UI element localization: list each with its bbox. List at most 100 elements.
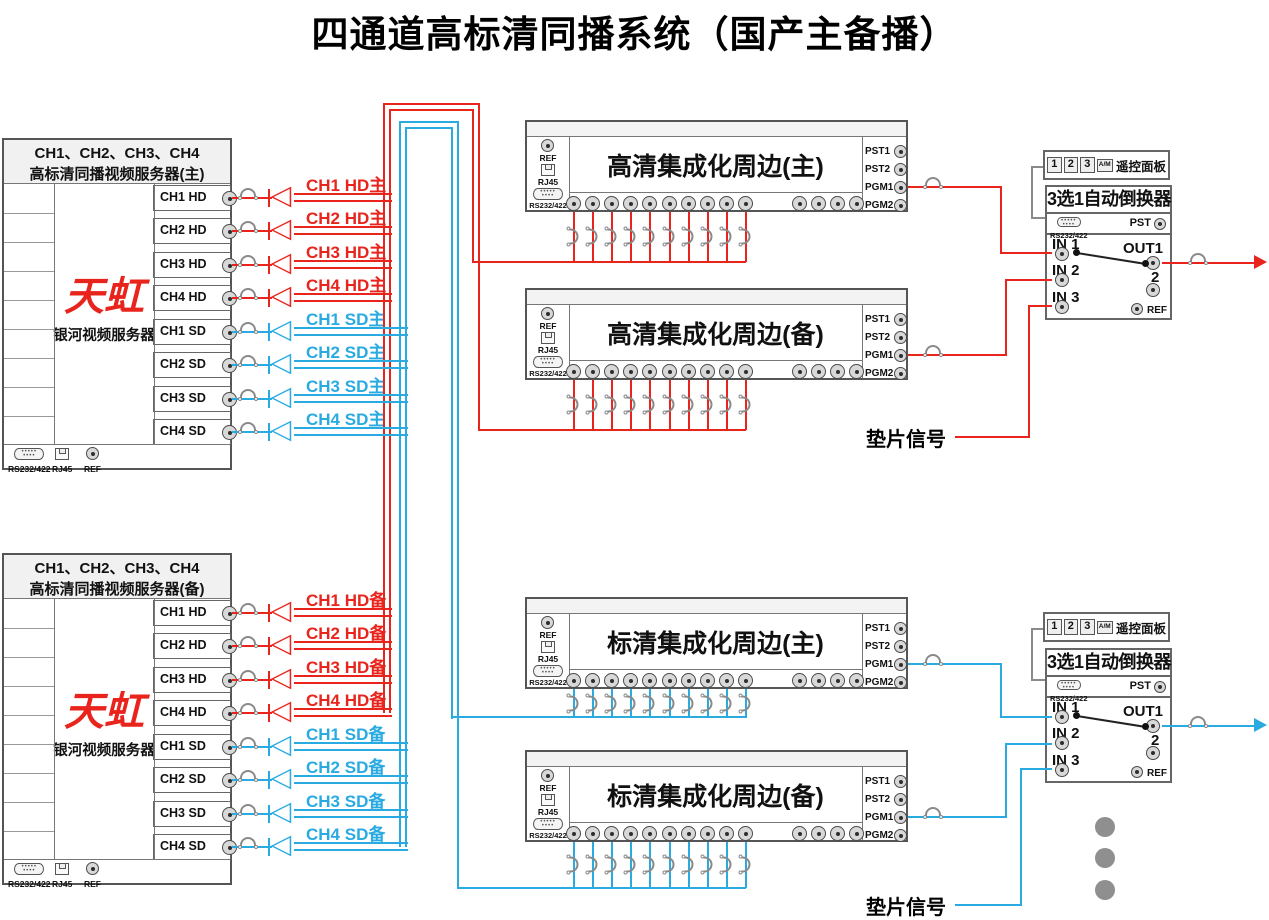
distribution-amp-icon: ◁ <box>270 628 292 658</box>
port-ch3-sd: CH3 SD <box>153 801 237 827</box>
bnc-connector-icon <box>894 793 907 806</box>
remote-button-1[interactable]: 1 <box>1047 157 1062 173</box>
peripheral-top-strip <box>527 752 906 767</box>
ethernet-label: RJ45 <box>52 464 73 474</box>
signal-label: CH4 SD主 <box>306 410 386 429</box>
remote-button-3[interactable]: 3 <box>1080 619 1095 635</box>
bnc-connector-icon <box>541 769 554 782</box>
bnc-connector-icon <box>719 196 734 211</box>
cable-loop-icon <box>238 355 258 367</box>
card-slot-divider <box>4 802 54 803</box>
port-ch4-hd: CH4 HD <box>153 700 237 726</box>
wire-segment <box>451 716 746 718</box>
switcher-control-row: RS232/422 PST <box>1047 677 1170 703</box>
output-pgm1: PGM1 <box>863 347 907 365</box>
wire-segment <box>294 394 408 396</box>
serial-label: RS232/422 <box>529 831 567 840</box>
cable-loop-icon <box>684 856 694 873</box>
ellipsis-dot <box>1095 848 1115 868</box>
bnc-connector-icon <box>1154 681 1166 693</box>
bnc-connector-icon <box>894 829 907 842</box>
cable-loop-icon <box>607 695 617 711</box>
distribution-amp-icon: ◁ <box>270 314 292 344</box>
ethernet-label: RJ45 <box>52 879 73 889</box>
output-label: PST1 <box>865 776 891 787</box>
server-model-name: 银河视频服务器 <box>53 328 155 344</box>
output-label: PGM2 <box>865 677 894 688</box>
cable-loop-icon <box>741 396 751 413</box>
rj45-icon <box>541 332 555 344</box>
bnc-connector-icon <box>585 826 600 841</box>
bnc-connector-icon <box>566 364 581 379</box>
bnc-connector-icon <box>642 196 657 211</box>
bnc-connector-icon <box>604 196 619 211</box>
pad-signal-label-hd: 垫片信号 <box>866 429 946 451</box>
cable-loop-icon <box>588 228 598 245</box>
remote-button-2[interactable]: 2 <box>1063 157 1079 173</box>
cable-loop-icon <box>238 288 258 300</box>
switcher-3to1-sd: 3选1自动倒换器 RS232/422 PST IN 1 IN 2 IN 3 OU… <box>1045 648 1172 783</box>
output-label: PGM1 <box>865 182 894 193</box>
bnc-connector-icon <box>662 364 677 379</box>
cable-loop-icon <box>923 345 943 357</box>
remote-button-3[interactable]: 3 <box>1080 157 1095 173</box>
ethernet-port: RJ45 <box>52 862 72 889</box>
remote-button-am[interactable]: A/M <box>1096 158 1113 172</box>
signal-label: CH3 SD备 <box>306 792 386 811</box>
ellipsis-dot <box>1095 817 1115 837</box>
bnc-connector-icon <box>86 862 99 875</box>
bnc-connector-icon <box>566 826 581 841</box>
port-ch1-hd: CH1 HD <box>153 185 237 211</box>
wire-segment <box>294 842 408 844</box>
server-header-line1: CH1、CH2、CH3、CH4 <box>34 145 200 162</box>
port-ch2-sd: CH2 SD <box>153 352 237 378</box>
wire-segment <box>908 816 1007 818</box>
out2-label: 2 <box>1151 732 1160 749</box>
cable-loop-icon <box>665 695 675 711</box>
cable-loop-icon <box>238 422 258 434</box>
wire-segment <box>457 887 746 889</box>
cable-loop-icon <box>703 856 713 873</box>
cable-loop-icon <box>722 228 732 245</box>
output-label: PST1 <box>865 314 891 325</box>
cable-loop-icon <box>703 396 713 413</box>
out2-label: 2 <box>1151 269 1160 286</box>
server-header-line1: CH1、CH2、CH3、CH4 <box>34 560 200 577</box>
port-ch1-sd: CH1 SD <box>153 734 237 760</box>
port-label: CH2 HD <box>160 223 207 237</box>
output-label: PST2 <box>865 164 891 175</box>
wire-segment <box>294 293 392 295</box>
port-label: CH1 SD <box>160 324 206 338</box>
port-ch4-sd: CH4 SD <box>153 419 237 445</box>
remote-button-2[interactable]: 2 <box>1063 619 1079 635</box>
wire-segment <box>472 109 474 263</box>
bnc-connector-icon <box>894 349 907 362</box>
ref-port: REF <box>84 447 101 474</box>
wire-segment <box>294 615 392 617</box>
cable-loop-icon <box>607 396 617 413</box>
server-io-row: RS232/422 RJ45 REF <box>4 446 230 474</box>
signal-label: CH2 SD备 <box>306 758 386 777</box>
cable-loop-icon <box>238 188 258 200</box>
cable-loop-icon <box>238 770 258 782</box>
distribution-amp-icon: ◁ <box>270 695 292 725</box>
remote-button-am[interactable]: A/M <box>1096 620 1113 634</box>
bnc-connector-icon <box>566 673 581 688</box>
cable-loop-icon <box>923 654 943 666</box>
signal-label: CH2 HD备 <box>306 624 387 643</box>
switcher-io-area: IN 1 IN 2 IN 3 OUT1 2 REF <box>1047 235 1170 318</box>
wire-segment <box>294 641 392 643</box>
output-label: PGM1 <box>865 659 894 670</box>
bnc-connector-icon <box>585 673 600 688</box>
wire-segment <box>399 121 401 847</box>
output-pgm2: PGM2 <box>863 365 907 383</box>
divider <box>154 599 155 859</box>
cable-loop-icon <box>607 228 617 245</box>
signal-label: CH1 SD主 <box>306 310 386 329</box>
bnc-connector-icon <box>662 826 677 841</box>
remote-button-1[interactable]: 1 <box>1047 619 1062 635</box>
wire-segment <box>232 197 272 199</box>
card-slot-divider <box>4 657 54 658</box>
port-ch3-hd: CH3 HD <box>153 252 237 278</box>
signal-label: CH3 HD备 <box>306 658 387 677</box>
